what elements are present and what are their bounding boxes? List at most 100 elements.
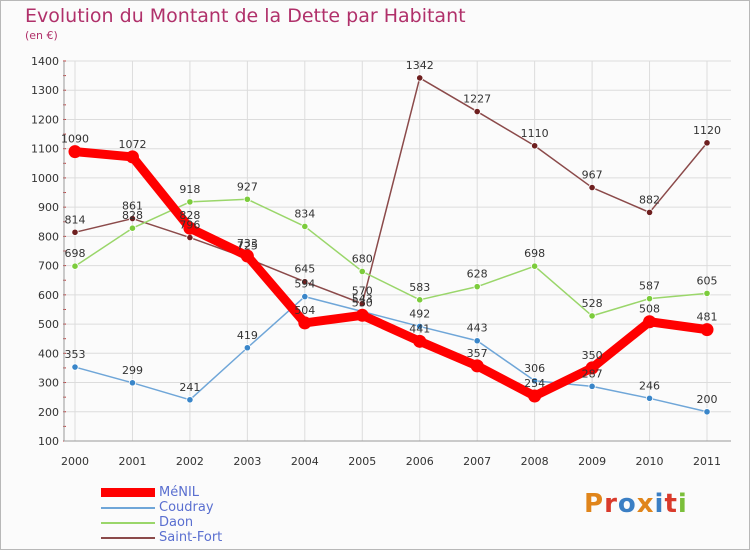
y-tick-label: 100 [38,435,59,448]
data-point [700,323,714,337]
data-label: 882 [639,193,660,206]
logo-letter: t [664,489,678,519]
data-point [301,222,309,231]
data-label: 306 [524,362,545,375]
data-point [470,359,484,373]
y-tick-label: 700 [38,260,59,273]
data-label: 1110 [521,127,549,140]
series-line-m-nil [70,147,712,401]
legend-item: Saint-Fort [101,530,222,545]
data-label: 814 [65,213,86,226]
data-point [125,150,139,164]
legend-swatch [101,506,155,509]
data-label: 254 [524,377,545,390]
logo-letter: P [584,489,605,519]
proxiti-logo: Proxiti [584,489,688,519]
data-point [355,308,369,322]
data-label: 200 [697,393,718,406]
data-point [585,361,599,375]
data-label: 645 [294,263,315,276]
plot-area [64,61,731,441]
y-tick-label: 300 [38,377,59,390]
y-tick-label: 1200 [31,113,59,126]
y-tick-label: 200 [38,406,59,419]
data-point [128,224,137,232]
data-point [358,267,366,276]
data-point [298,316,312,330]
data-point [473,283,481,291]
x-tick-label: 2009 [578,455,606,468]
data-label: 725 [237,239,258,252]
data-label: 1072 [118,138,146,151]
data-label: 733 [237,237,258,250]
data-label: 698 [65,247,86,260]
data-point [588,183,596,192]
legend-label: Coudray [159,500,214,515]
x-tick-label: 2008 [521,455,549,468]
data-point [71,363,79,371]
data-point [183,221,197,235]
data-point [186,198,194,206]
data-label: 1342 [406,59,434,72]
data-label: 834 [294,207,315,220]
data-point [645,394,654,402]
data-label: 419 [237,329,258,342]
data-label: 353 [65,348,86,361]
legend-item: Daon [101,515,222,530]
data-label: 528 [582,297,603,310]
data-point [531,142,539,150]
data-label: 492 [409,307,430,320]
data-point [128,379,137,387]
data-point [243,195,251,203]
data-label: 443 [467,322,488,335]
data-point [301,278,309,286]
data-label: 967 [582,169,603,182]
data-label: 583 [409,281,430,294]
data-label: 508 [639,303,660,316]
x-tick-label: 2004 [291,455,319,468]
data-point [703,139,711,147]
legend-item: MéNIL [101,485,222,500]
data-point [703,289,711,297]
data-label: 861 [122,200,143,213]
data-label: 543 [352,293,373,306]
series-line-daon [74,198,708,317]
data-point [413,334,427,348]
data-label: 587 [639,280,660,293]
axes: 1002003004005006007008009001000110012001… [31,55,731,468]
y-tick-label: 1100 [31,143,59,156]
data-point [358,300,366,308]
chart-unit-label: (en €) [25,29,58,42]
chart-title: Evolution du Montant de la Dette par Hab… [25,5,466,27]
data-label: 680 [352,252,373,265]
legend-swatch [101,536,155,539]
legend-swatch [101,521,155,524]
data-point [301,292,309,301]
data-point [68,145,82,159]
x-tick-label: 2010 [636,455,664,468]
x-tick-label: 2000 [61,455,89,468]
data-point [186,233,194,242]
data-point [416,296,424,304]
data-label: 287 [582,367,603,380]
data-point [416,74,424,82]
data-point [531,377,539,385]
series-line-coudray [74,295,708,413]
data-label: 570 [352,285,373,298]
data-label: 299 [122,364,143,377]
data-label: 628 [467,268,488,281]
x-tick-label: 2001 [118,455,146,468]
data-label: 918 [179,183,200,196]
data-point [703,408,711,416]
legend-label: Saint-Fort [159,530,223,545]
data-point [588,382,596,390]
data-point [186,396,194,404]
y-tick-label: 1400 [31,55,59,68]
data-point [528,389,542,403]
data-label: 241 [179,381,200,394]
y-tick-label: 600 [38,289,59,302]
data-point [128,214,137,223]
data-point [240,249,254,263]
series-line-saint-fort [74,77,708,305]
